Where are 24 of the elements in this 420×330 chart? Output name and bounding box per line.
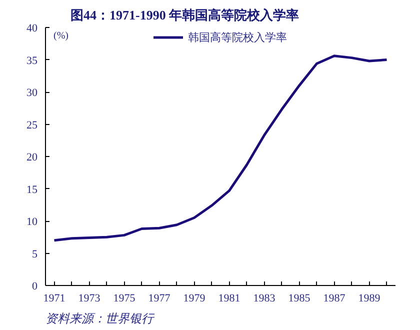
- x-tick-label: 1971: [43, 292, 66, 304]
- chart-title: 图44：1971-1990 年韩国高等院校入学率: [70, 8, 300, 22]
- y-tick-label: 10: [26, 216, 38, 228]
- y-tick-label: 5: [32, 248, 38, 260]
- x-tick-label: 1985: [288, 292, 311, 304]
- y-tick-label: 40: [26, 22, 38, 34]
- x-tick-label: 1979: [183, 292, 206, 304]
- x-tick-label: 1981: [218, 292, 240, 304]
- y-axis-title: (%): [54, 30, 68, 42]
- y-tick-label: 0: [32, 280, 38, 292]
- x-tick-label: 1983: [253, 292, 276, 304]
- y-tick-label: 35: [26, 54, 38, 67]
- y-tick-label: 20: [26, 152, 38, 164]
- x-tick-label: 1989: [358, 292, 381, 304]
- text: 资料来源：世界银行: [46, 312, 156, 326]
- x-tick-label: 1973: [78, 292, 101, 304]
- y-tick-label: 30: [26, 87, 38, 99]
- y-tick-label: 25: [26, 119, 38, 132]
- legend-label: 韩国高等院校入学率: [188, 30, 287, 44]
- x-tick-label: 1987: [323, 292, 346, 304]
- x-tick-label: 1977: [148, 292, 171, 304]
- x-tick-label: 1975: [113, 292, 136, 304]
- line-series: [53, 54, 388, 242]
- y-tick-label: 15: [26, 184, 38, 196]
